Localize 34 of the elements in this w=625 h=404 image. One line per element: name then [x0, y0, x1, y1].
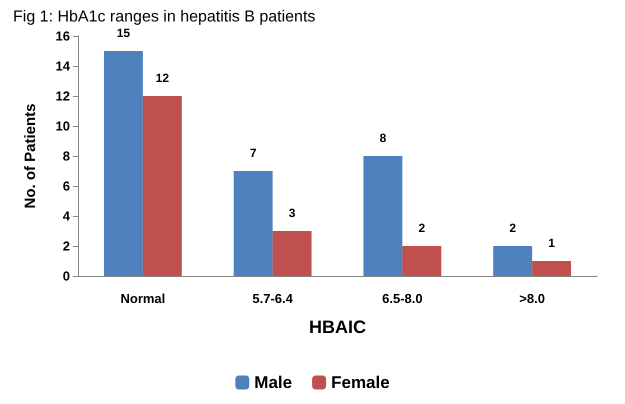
data-label: 3	[288, 206, 296, 220]
x-tick-label: 6.5-8.0	[382, 291, 423, 306]
y-tick-label: 4	[62, 208, 71, 224]
y-tick-label: 6	[62, 178, 70, 194]
y-axis-title: No. of Patients	[22, 103, 39, 209]
y-tick-label: 0	[62, 268, 70, 284]
y-tick-label: 10	[56, 118, 70, 134]
bar	[272, 231, 312, 276]
y-tick-label: 16	[56, 28, 70, 44]
y-tick-label: 12	[56, 88, 70, 104]
bar	[493, 246, 532, 276]
x-tick-label: >8.0	[519, 291, 545, 306]
x-tick-label: 5.7-6.4	[252, 291, 294, 306]
data-label: 1	[548, 236, 556, 250]
legend-label: Female	[331, 373, 390, 392]
data-label: 15	[116, 26, 130, 40]
bar	[402, 246, 442, 276]
data-label: 2	[418, 221, 426, 235]
bar	[142, 96, 182, 276]
y-tick-label: 2	[62, 238, 70, 254]
bar	[363, 156, 402, 276]
x-axis-title: HBAIC	[309, 317, 366, 337]
y-tick-label: 8	[62, 148, 70, 164]
bar	[532, 261, 572, 276]
bar	[104, 51, 143, 276]
bar	[234, 171, 273, 276]
x-tick-label: Normal	[120, 291, 166, 306]
legend-label: Male	[254, 373, 292, 392]
y-tick-label: 14	[56, 58, 71, 74]
data-label: 8	[380, 131, 387, 145]
data-label: 7	[250, 146, 257, 160]
data-label: 2	[509, 221, 516, 235]
chart-title: Fig 1: HbA1c ranges in hepatitis B patients	[13, 8, 316, 26]
data-label: 12	[156, 71, 170, 85]
